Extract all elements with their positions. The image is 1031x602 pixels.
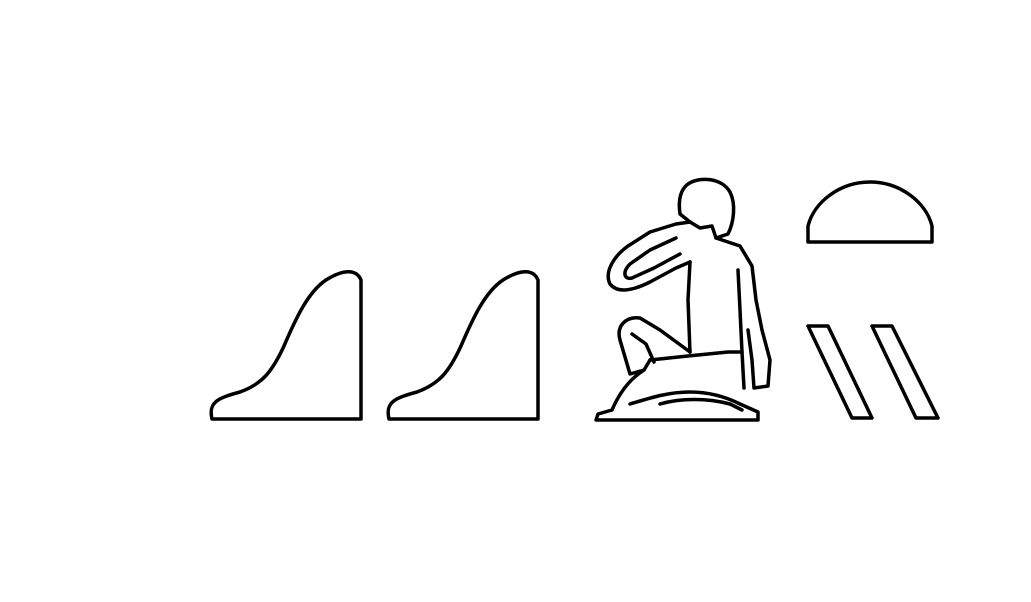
hill-slope-icon [209,270,363,421]
seated-man-hand-to-mouth-icon [594,177,772,422]
double-stroke-icon [806,324,940,420]
bread-loaf-icon [806,180,934,244]
hill-slope-icon [386,270,540,421]
